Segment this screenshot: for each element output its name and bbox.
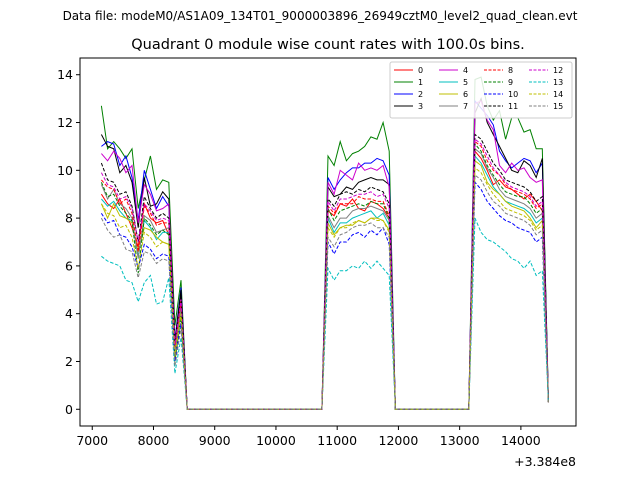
chart-title: Quadrant 0 module wise count rates with …	[131, 37, 525, 53]
x-tick-label-13000: 13000	[440, 433, 480, 448]
legend-label-11: 11	[508, 102, 518, 111]
legend-label-9: 9	[508, 78, 513, 87]
plot-area	[100, 76, 549, 410]
series-line-13	[101, 217, 549, 410]
y-tick-label-14: 14	[57, 67, 73, 82]
legend-label-10: 10	[508, 90, 518, 99]
y-tick-label-12: 12	[57, 115, 73, 130]
legend-label-2: 2	[418, 90, 423, 99]
axes-frame	[79, 57, 577, 427]
legend-label-4: 4	[463, 66, 468, 75]
x-tick-label-10000: 10000	[256, 433, 296, 448]
x-offset-label: +3.384e8	[514, 454, 576, 469]
y-tick-label-10: 10	[57, 163, 73, 178]
legend-label-7: 7	[463, 102, 468, 111]
x-tick-label-14000: 14000	[501, 433, 541, 448]
y-tick-label-2: 2	[65, 354, 73, 369]
y-tick-label-0: 0	[65, 402, 73, 417]
legend-label-0: 0	[418, 66, 423, 75]
x-tick-label-11000: 11000	[317, 433, 357, 448]
y-tick-label-4: 4	[65, 306, 73, 321]
legend-label-14: 14	[553, 90, 563, 99]
figure-suptitle: Data file: modeM0/AS1A09_134T01_90000038…	[63, 9, 578, 23]
legend-label-13: 13	[553, 78, 563, 87]
y-tick-label-8: 8	[65, 211, 73, 226]
legend-label-15: 15	[553, 102, 563, 111]
x-axis: 7000 8000 9000 10000 11000 12000 13000 14000	[76, 426, 541, 448]
legend-label-6: 6	[463, 90, 468, 99]
x-tick-label-7000: 7000	[76, 433, 108, 448]
legend-label-12: 12	[553, 66, 563, 75]
series-line-15	[100, 174, 549, 410]
x-tick-label-9000: 9000	[199, 433, 231, 448]
y-tick-label-6: 6	[65, 258, 73, 273]
y-axis: 0 2 4 6 8 10 12 14	[57, 67, 80, 417]
legend-label-3: 3	[418, 102, 423, 111]
x-tick-label-8000: 8000	[138, 433, 170, 448]
legend-label-5: 5	[463, 78, 468, 87]
series-line-1	[100, 76, 549, 410]
legend-label-8: 8	[508, 66, 513, 75]
legend-label-1: 1	[418, 78, 423, 87]
legend-box	[389, 61, 573, 119]
x-tick-label-12000: 12000	[379, 433, 419, 448]
